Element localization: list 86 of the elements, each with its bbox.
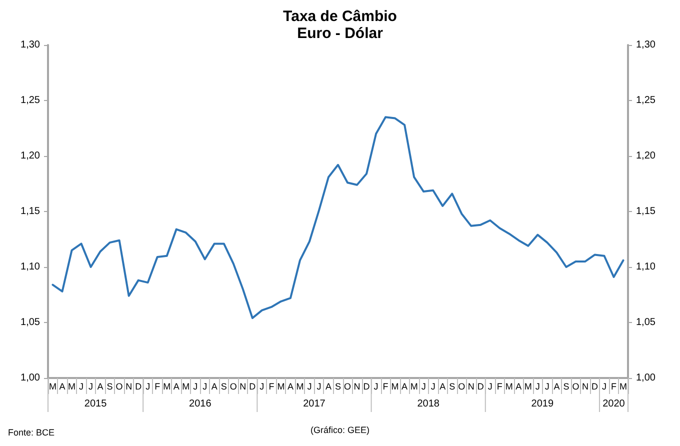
x-tick-label: M [182, 382, 190, 392]
x-tick-label: S [334, 382, 342, 392]
x-tick-label: M [391, 382, 399, 392]
x-tick-label: M [524, 382, 532, 392]
x-tick-label: O [344, 382, 352, 392]
x-tick-label: M [277, 382, 285, 392]
x-tick-label: F [610, 382, 617, 392]
x-tick-label: J [307, 382, 312, 392]
x-tick-label: D [477, 382, 484, 392]
x-tick-label: J [260, 382, 264, 392]
y-tick-label: 1,00 [20, 372, 40, 384]
text: 2016 [189, 398, 212, 410]
x-tick-label: O [458, 382, 466, 392]
y2-tick-label: 1,00 [636, 372, 656, 384]
line-series [52, 116, 624, 320]
x-tick-label: O [572, 382, 580, 392]
y2-tick-label: 1,05 [636, 317, 656, 328]
chart-title: Taxa de Câmbio [283, 8, 397, 25]
x-tick-label: F [382, 382, 389, 392]
x-tick-label: J [316, 382, 322, 392]
x-tick-label: F [268, 382, 275, 392]
x-tick-label: S [220, 382, 227, 392]
text: 2019 [531, 398, 554, 410]
x-tick-label: O [116, 382, 123, 392]
x-tick-label: N [468, 382, 474, 392]
x-tick-label: J [421, 382, 426, 392]
x-tick-label: J [374, 382, 378, 392]
text: 2018 [417, 398, 440, 410]
text: 2015 [84, 398, 108, 410]
x-tick-label: S [106, 382, 113, 392]
x-tick-label: M [49, 382, 57, 392]
source-note: Fonte: BCE [8, 428, 55, 438]
x-tick-label: J [488, 382, 492, 392]
x-tick-label: M [505, 382, 513, 392]
x-tick-label: O [230, 382, 237, 392]
x-tick-label: N [582, 382, 588, 392]
y2-tick-label: 1,30 [636, 40, 656, 50]
x-tick-label: A [325, 382, 332, 392]
x-tick-label: M [163, 382, 171, 392]
x-tick-label: S [449, 382, 456, 392]
chart-subtitle: Euro - Dólar [297, 25, 384, 42]
x-tick-label: A [59, 382, 66, 392]
y-tick-label: 1,20 [20, 150, 40, 162]
x-tick-label: M [619, 382, 627, 392]
x-tick-label: A [173, 382, 180, 392]
y-tick-label: 1,30 [20, 40, 40, 50]
x-tick-label: D [249, 382, 256, 392]
x-tick-label: N [240, 382, 246, 392]
x-tick-label: F [496, 382, 503, 392]
x-tick-label: F [154, 382, 161, 392]
text: (Gráfico: GEE) [310, 425, 370, 435]
x-tick-label: J [602, 382, 606, 392]
x-tick-label: S [563, 382, 570, 392]
x-tick-label: J [146, 382, 150, 392]
y2-tick-label: 1,20 [636, 150, 656, 162]
y-tick-label: 1,25 [20, 95, 40, 106]
x-tick-label: A [287, 382, 294, 392]
y2-tick-label: 1,10 [636, 262, 656, 272]
x-tick-label: J [79, 382, 84, 392]
y-tick-label: 1,15 [20, 206, 40, 217]
x-tick-label: D [591, 382, 598, 392]
x-tick-label: A [516, 382, 522, 392]
y-tick-label: 1,10 [20, 262, 40, 272]
x-tick-label: A [402, 382, 408, 392]
x-tick-label: J [88, 382, 94, 392]
x-tick-label: A [211, 382, 218, 392]
y2-tick-label: 1,25 [636, 95, 656, 106]
x-tick-label: M [410, 382, 418, 392]
x-tick-label: N [126, 382, 132, 392]
x-tick-label: A [97, 382, 104, 392]
y2-tick-label: 1,15 [636, 206, 656, 217]
x-tick-label: D [363, 382, 370, 392]
x-tick-label: M [68, 382, 76, 392]
x-tick-label: D [135, 382, 142, 392]
x-tick-label: J [193, 382, 198, 392]
x-tick-label: A [554, 382, 560, 392]
x-tick-label: N [354, 382, 360, 392]
x-tick-label: A [440, 382, 446, 392]
x-tick-label: J [430, 382, 436, 392]
x-tick-label: M [296, 382, 304, 392]
text: 2020 [602, 398, 626, 410]
y-tick-label: 1,05 [20, 317, 40, 328]
x-tick-label: J [544, 382, 550, 392]
x-tick-label: J [535, 382, 540, 392]
text: 2017 [303, 398, 326, 410]
x-tick-label: J [202, 382, 208, 392]
